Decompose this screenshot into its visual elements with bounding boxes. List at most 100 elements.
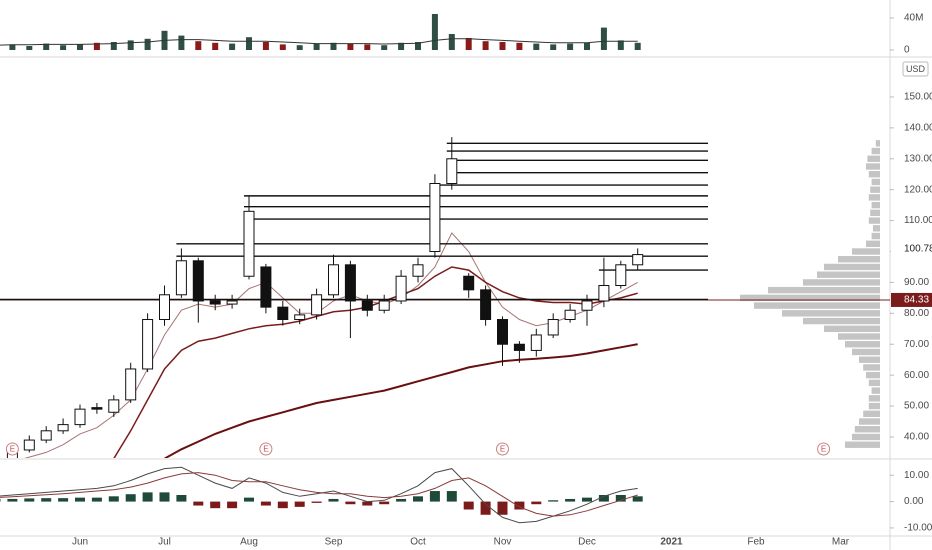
macd-histogram-bar — [615, 494, 626, 502]
macd-histogram-bar — [41, 498, 52, 502]
macd-histogram-bar — [159, 492, 170, 502]
candle-body — [632, 254, 644, 266]
candle-body — [277, 306, 289, 321]
macd-histogram-bar — [565, 498, 576, 502]
volume-bar — [313, 43, 320, 50]
signal-line — [0, 472, 638, 517]
volume-bar — [9, 44, 16, 50]
axes: 40.0050.0060.0070.0080.0090.00100.00110.… — [72, 13, 932, 548]
y-tick-label: 50.00 — [904, 401, 929, 412]
macd-histogram-bar — [277, 501, 288, 509]
macd-histogram-bar — [193, 501, 204, 506]
macd-histogram-bar — [244, 497, 254, 502]
macd-histogram-bar — [0, 498, 1, 502]
macd-histogram-bar — [548, 500, 559, 502]
macd-histogram-bar — [514, 501, 525, 510]
y-tick-label: 150.00 — [904, 92, 932, 103]
volume-profile-bar — [875, 140, 880, 147]
event-marker[interactable] — [259, 442, 273, 456]
macd-histogram-bar — [480, 501, 491, 515]
macd-histogram-bar — [58, 498, 69, 502]
volume-bar — [262, 42, 269, 50]
candle-body — [159, 294, 170, 321]
x-tick-label: Feb — [747, 537, 765, 548]
volume-profile-bar — [852, 348, 880, 356]
volume-profile-bar — [871, 387, 880, 394]
candle-body — [294, 314, 306, 321]
candle-body — [497, 319, 508, 345]
macd-histogram-bar — [125, 494, 136, 502]
candle-body — [23, 439, 35, 451]
volume-profile-bar — [859, 418, 880, 425]
volume-bar — [364, 44, 371, 50]
macd-histogram-bar — [328, 498, 339, 502]
macd-histogram-bar — [311, 501, 322, 503]
y-tick-label: 40M — [904, 13, 923, 24]
event-marker[interactable] — [5, 442, 19, 456]
event-marker[interactable] — [817, 442, 831, 456]
candle-body — [328, 264, 339, 296]
event-marker[interactable] — [496, 442, 509, 456]
macd-histogram-bar — [413, 496, 423, 502]
candle-body — [446, 158, 458, 185]
macd-histogram-bar — [176, 494, 187, 502]
volume-profile-bar — [873, 225, 880, 232]
x-tick-label: Aug — [240, 537, 258, 548]
volume-bar — [584, 42, 590, 50]
moving-average — [164, 343, 638, 458]
event-label: E — [500, 445, 505, 454]
x-tick-label: Sep — [325, 537, 343, 548]
volume-bar — [533, 43, 540, 50]
y-tick-label: 40.00 — [904, 432, 929, 443]
macd-histogram-bar — [345, 501, 356, 505]
volume-profile-bar — [754, 302, 880, 309]
volume-bar — [634, 42, 641, 50]
volume-profile-bar — [768, 286, 880, 294]
volume-bar — [195, 41, 202, 50]
volume-bar — [110, 42, 117, 50]
volume-bar — [279, 44, 286, 50]
volume-profile-bar — [866, 163, 880, 170]
volume-profile-bar — [845, 341, 880, 348]
candle-body — [395, 275, 407, 302]
candle-body — [530, 334, 542, 351]
macd-histogram-bar — [582, 497, 592, 502]
macd-histogram-bar — [260, 501, 271, 506]
volume-profile-bar — [782, 310, 880, 317]
volume-profile-bar — [866, 240, 880, 247]
y-tick-label: 80.00 — [904, 308, 929, 319]
candle-body — [74, 408, 86, 426]
macd-pane — [0, 466, 643, 524]
candle-body — [192, 260, 204, 302]
macd-histogram-bar — [463, 501, 474, 510]
macd-histogram-bar — [632, 496, 643, 502]
x-tick-label: 2021 — [660, 537, 683, 548]
volume-profile-bar — [871, 178, 880, 186]
macd-histogram-bar — [24, 498, 35, 502]
volume-pane — [0, 14, 641, 50]
volume-bar — [499, 42, 506, 50]
volume-profile-bar — [868, 379, 880, 387]
macd-histogram-bar — [210, 501, 221, 509]
volume-profile-bar — [871, 147, 880, 155]
candle-body — [311, 294, 323, 316]
candle-body — [378, 300, 390, 311]
x-tick-label: Mar — [832, 537, 850, 548]
volume-profile-bar — [803, 279, 880, 286]
candle-body — [615, 264, 627, 287]
volume-profile-bar — [863, 410, 880, 417]
volume-profile-bar — [870, 186, 880, 193]
volume-bar — [246, 37, 252, 50]
volume-bar — [60, 45, 67, 50]
candle-body — [142, 319, 154, 370]
currency-box[interactable] — [902, 61, 929, 77]
volume-bar — [398, 42, 405, 50]
macd-histogram-bar — [362, 501, 373, 506]
volume-bar — [465, 38, 472, 50]
y-tick-label: 0 — [904, 45, 910, 56]
volume-profile-bar — [852, 248, 880, 255]
candle-body — [91, 407, 103, 410]
candle-body — [361, 300, 373, 311]
y-tick-label: -10.00 — [904, 523, 932, 534]
macd-histogram-bar — [396, 498, 407, 502]
